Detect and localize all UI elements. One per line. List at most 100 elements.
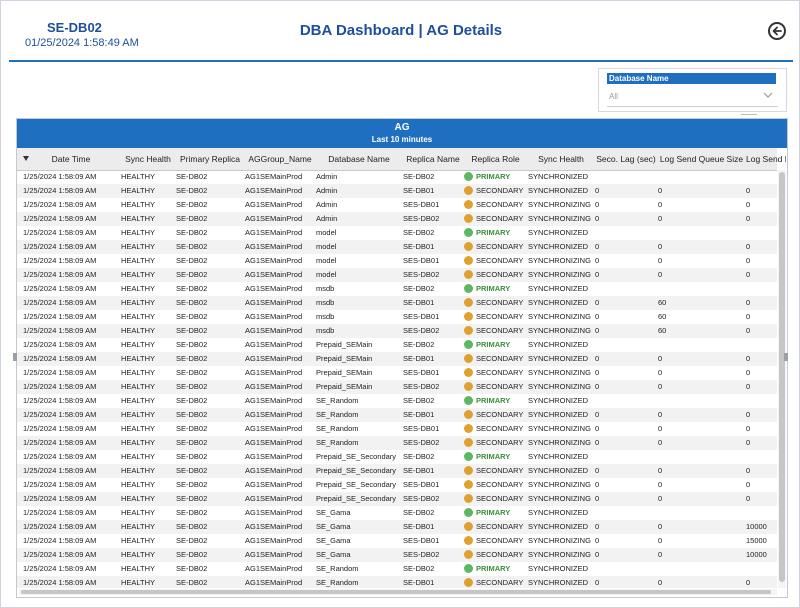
- table-row[interactable]: 1/25/2024 1:58:09 AM HEALTHY SE-DB02 AG1SEM…: [17, 338, 777, 352]
- cell-rate: 10000: [746, 522, 767, 531]
- cell-replica-role: SECONDARY: [464, 408, 527, 422]
- table-row[interactable]: 1/25/2024 1:58:09 AM HEALTHY SE-DB02 AG1SEM…: [17, 170, 777, 184]
- column-header[interactable]: Replica Name: [406, 154, 460, 164]
- replica-role-text: PRIMARY: [476, 396, 511, 405]
- table-row[interactable]: 1/25/2024 1:58:09 AM HEALTHY SE-DB02 AG1SEM…: [17, 240, 777, 254]
- replica-role-text: SECONDARY: [476, 186, 524, 195]
- table-row[interactable]: 1/25/2024 1:58:09 AM HEALTHY SE-DB02 AG1SEM…: [17, 394, 777, 408]
- column-header[interactable]: Database Name: [328, 154, 390, 164]
- cell-primary: SE-DB02: [176, 228, 208, 237]
- cell-lag: 0: [595, 466, 600, 475]
- table-row[interactable]: 1/25/2024 1:58:09 AM HEALTHY SE-DB02 AG1SEM…: [17, 198, 777, 212]
- table-row[interactable]: 1/25/2024 1:58:09 AM HEALTHY SE-DB02 AG1SEM…: [17, 436, 777, 450]
- database-name-slicer[interactable]: Database Name All: [598, 68, 787, 112]
- cell-replica: SE-DB02: [403, 396, 435, 405]
- cell-replica: SES-DB02: [403, 270, 440, 279]
- visual-resize-handle-right[interactable]: [784, 353, 788, 361]
- cell-replica: SE-DB01: [403, 242, 435, 251]
- table-row[interactable]: 1/25/2024 1:58:09 AM HEALTHY SE-DB02 AG1SEM…: [17, 268, 777, 282]
- secondary-status-icon: [464, 382, 473, 391]
- cell-primary: SE-DB02: [176, 550, 208, 559]
- server-name: SE-DB02: [47, 20, 102, 35]
- table-row[interactable]: 1/25/2024 1:58:09 AM HEALTHY SE-DB02 AG1SEM…: [17, 282, 777, 296]
- cell-db: Admin: [316, 172, 338, 181]
- replica-role-text: SECONDARY: [476, 200, 524, 209]
- cell-health: HEALTHY: [121, 550, 156, 559]
- horizontal-scrollbar[interactable]: [19, 589, 777, 595]
- table-row[interactable]: 1/25/2024 1:58:09 AM HEALTHY SE-DB02 AG1SEM…: [17, 310, 777, 324]
- primary-status-icon: [464, 508, 473, 517]
- replica-role-text: SECONDARY: [476, 550, 524, 559]
- visual-resize-handle-left[interactable]: [13, 353, 17, 361]
- column-header[interactable]: Sync Health: [125, 154, 171, 164]
- column-header[interactable]: Seco. Lag (sec): [596, 154, 656, 164]
- vertical-scrollbar[interactable]: [778, 170, 786, 588]
- cell-rate: [746, 506, 777, 520]
- table-row[interactable]: 1/25/2024 1:58:09 AM HEALTHY SE-DB02 AG1SEM…: [17, 534, 777, 548]
- table-row[interactable]: 1/25/2024 1:58:09 AM HEALTHY SE-DB02 AG1SEM…: [17, 366, 777, 380]
- cell-ag: AG1SEMainProd: [245, 172, 303, 181]
- cell-queue: 0: [658, 200, 663, 209]
- cell-lag: 0: [595, 368, 600, 377]
- cell-ag: AG1SEMainProd: [245, 578, 303, 587]
- table-row[interactable]: 1/25/2024 1:58:09 AM HEALTHY SE-DB02 AG1SEM…: [17, 226, 777, 240]
- table-row[interactable]: 1/25/2024 1:58:09 AM HEALTHY SE-DB02 AG1SEM…: [17, 576, 777, 588]
- slicer-resize-handle[interactable]: [741, 109, 757, 115]
- table-row[interactable]: 1/25/2024 1:58:09 AM HEALTHY SE-DB02 AG1SEM…: [17, 478, 777, 492]
- table-row[interactable]: 1/25/2024 1:58:09 AM HEALTHY SE-DB02 AG1SEM…: [17, 408, 777, 422]
- column-header[interactable]: Log Send Ra: [746, 154, 786, 164]
- cell-queue: 0: [658, 382, 663, 391]
- column-header[interactable]: AGGroup_Name: [248, 154, 312, 164]
- table-row[interactable]: 1/25/2024 1:58:09 AM HEALTHY SE-DB02 AG1SEM…: [17, 548, 777, 562]
- secondary-status-icon: [464, 536, 473, 545]
- table-row[interactable]: 1/25/2024 1:58:09 AM HEALTHY SE-DB02 AG1SEM…: [17, 464, 777, 478]
- back-button[interactable]: [768, 22, 786, 40]
- cell-primary: SE-DB02: [176, 494, 208, 503]
- table-row[interactable]: 1/25/2024 1:58:09 AM HEALTHY SE-DB02 AG1SEM…: [17, 492, 777, 506]
- horizontal-scroll-thumb[interactable]: [21, 590, 771, 594]
- cell-sync: SYNCHRONIZED: [528, 396, 589, 405]
- cell-db: SE_Random: [316, 564, 359, 573]
- table-row[interactable]: 1/25/2024 1:58:09 AM HEALTHY SE-DB02 AG1SEM…: [17, 562, 777, 576]
- cell-queue: [658, 170, 745, 184]
- cell-lag: [595, 506, 657, 520]
- column-header[interactable]: Log Send Queue Size: [659, 154, 744, 164]
- cell-primary: SE-DB02: [176, 382, 208, 391]
- column-header[interactable]: Date Time: [51, 154, 91, 164]
- cell-replica-role: SECONDARY: [464, 352, 527, 366]
- column-header[interactable]: Replica Role: [471, 154, 520, 164]
- table-row[interactable]: 1/25/2024 1:58:09 AM HEALTHY SE-DB02 AG1SEM…: [17, 324, 777, 338]
- page-title: DBA Dashboard | AG Details: [299, 22, 503, 39]
- vertical-scroll-thumb[interactable]: [779, 172, 785, 582]
- table-row[interactable]: 1/25/2024 1:58:09 AM HEALTHY SE-DB02 AG1SEM…: [17, 506, 777, 520]
- table-body[interactable]: 1/25/2024 1:58:09 AM HEALTHY SE-DB02 AG1SEM…: [17, 170, 777, 588]
- cell-rate: 0: [746, 200, 751, 209]
- table-row[interactable]: 1/25/2024 1:58:09 AM HEALTHY SE-DB02 AG1SEM…: [17, 296, 777, 310]
- cell-replica-role: PRIMARY: [464, 394, 527, 408]
- table-row[interactable]: 1/25/2024 1:58:09 AM HEALTHY SE-DB02 AG1SEM…: [17, 184, 777, 198]
- cell-primary: SE-DB02: [176, 452, 208, 461]
- table-row[interactable]: 1/25/2024 1:58:09 AM HEALTHY SE-DB02 AG1SEM…: [17, 380, 777, 394]
- cell-primary: SE-DB02: [176, 480, 208, 489]
- cell-sync: SYNCHRONIZED: [528, 466, 589, 475]
- column-header[interactable]: Sync Health: [538, 154, 584, 164]
- cell-replica-role: SECONDARY: [464, 212, 527, 226]
- table-row[interactable]: 1/25/2024 1:58:09 AM HEALTHY SE-DB02 AG1SEM…: [17, 520, 777, 534]
- table-row[interactable]: 1/25/2024 1:58:09 AM HEALTHY SE-DB02 AG1SEM…: [17, 212, 777, 226]
- cell-db: SE_Random: [316, 396, 359, 405]
- cell-replica-role: PRIMARY: [464, 226, 527, 240]
- cell-health: HEALTHY: [121, 578, 156, 587]
- table-row[interactable]: 1/25/2024 1:58:09 AM HEALTHY SE-DB02 AG1SEM…: [17, 352, 777, 366]
- cell-ag: AG1SEMainProd: [245, 424, 303, 433]
- cell-primary: SE-DB02: [176, 578, 208, 587]
- cell-primary: SE-DB02: [176, 326, 208, 335]
- replica-role-text: SECONDARY: [476, 354, 524, 363]
- table-row[interactable]: 1/25/2024 1:58:09 AM HEALTHY SE-DB02 AG1SEM…: [17, 422, 777, 436]
- table-row[interactable]: 1/25/2024 1:58:09 AM HEALTHY SE-DB02 AG1SEM…: [17, 254, 777, 268]
- database-name-dropdown[interactable]: All: [607, 88, 778, 107]
- table-row[interactable]: 1/25/2024 1:58:09 AM HEALTHY SE-DB02 AG1SEM…: [17, 450, 777, 464]
- primary-status-icon: [464, 284, 473, 293]
- sort-descending-icon[interactable]: [23, 156, 29, 161]
- column-header[interactable]: Primary Replica: [180, 154, 240, 164]
- cell-lag: [595, 170, 657, 184]
